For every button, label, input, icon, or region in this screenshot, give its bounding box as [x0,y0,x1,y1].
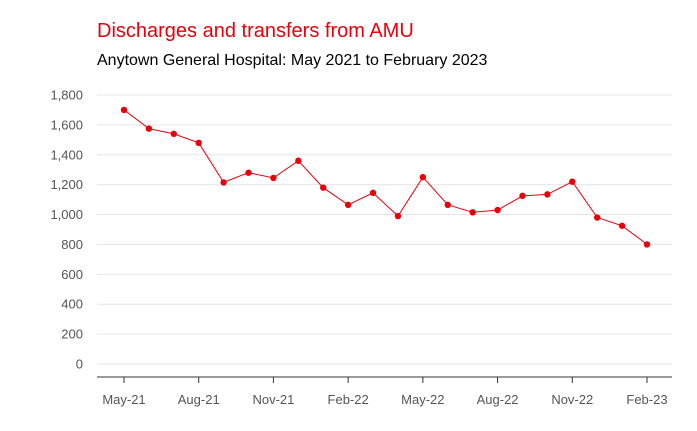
y-tick-label: 200 [61,327,83,342]
chart-title: Discharges and transfers from AMU [97,20,414,42]
x-tick-label: Aug-21 [178,392,220,407]
y-tick-label: 800 [61,237,83,252]
data-point [544,191,551,198]
data-point [145,125,153,132]
y-tick-label: 400 [61,297,83,312]
y-tick-label: 1,800 [50,88,83,103]
y-tick-label: 1,200 [50,177,83,192]
y-tick-label: 1,000 [50,207,83,222]
data-point [195,139,202,147]
y-tick-label: 1,600 [50,117,83,132]
data-point [369,189,377,197]
x-tick-label: Feb-22 [328,392,369,407]
x-tick-label: May-22 [401,392,444,407]
data-point [295,157,302,164]
data-point [120,106,128,114]
data-point [394,212,402,220]
data-point [245,169,252,176]
data-point [593,214,601,221]
series-line [123,109,648,245]
data-point [519,192,526,200]
x-tick-label: Aug-22 [477,392,519,407]
data-point [618,222,626,229]
y-tick-label: 0 [76,357,83,372]
data-point [419,173,427,181]
data-point [643,241,651,248]
data-point [170,130,178,138]
x-tick-label: Nov-22 [551,392,593,407]
data-point [320,184,327,191]
x-tick-label: Feb-23 [626,392,667,407]
data-point [344,201,352,209]
chart-subtitle: Anytown General Hospital: May 2021 to Fe… [97,52,488,69]
x-tick-label: May-21 [102,392,145,407]
x-tick-label: Nov-21 [252,392,294,407]
data-point [444,201,451,209]
data-point [270,174,277,182]
y-tick-label: 1,400 [50,147,83,162]
data-point [220,179,227,186]
y-tick-label: 600 [61,267,83,282]
data-point [569,178,576,185]
data-point [494,206,501,214]
data-point [469,209,476,216]
